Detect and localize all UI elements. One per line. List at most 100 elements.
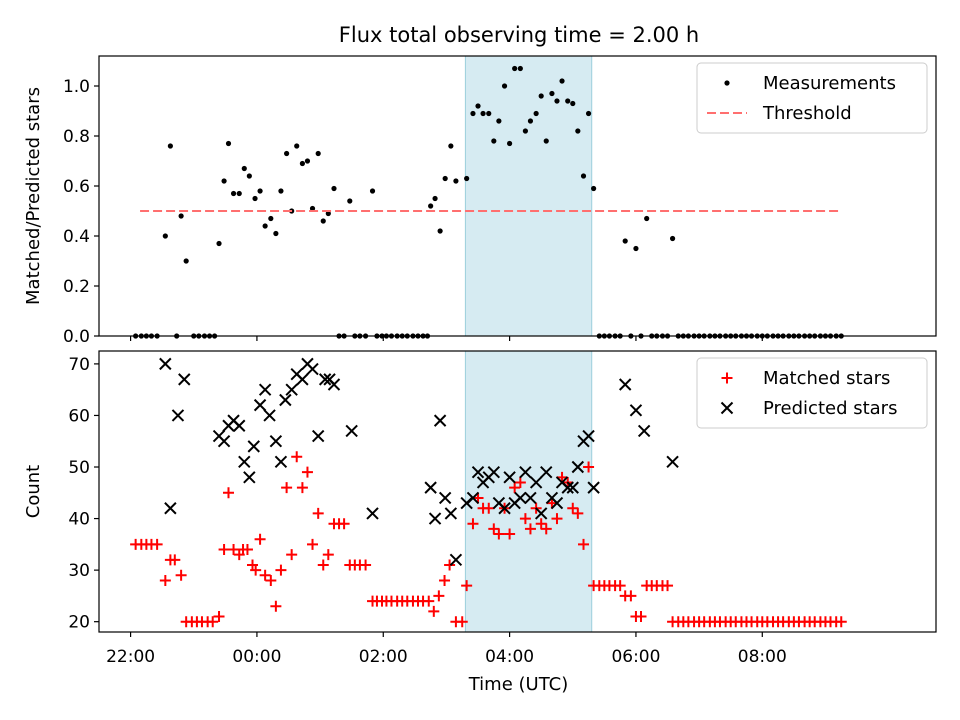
predicted-star-point [243, 471, 256, 484]
measurement-point [320, 218, 326, 224]
measurement-point [252, 195, 258, 202]
predicted-star-point [327, 378, 341, 391]
predicted-star-point [438, 491, 452, 505]
predicted-star-point [433, 414, 447, 427]
predicted-star-point [487, 465, 501, 479]
matched-star-point [254, 533, 266, 545]
matched-star-point [259, 569, 271, 581]
matched-star-point [433, 590, 445, 602]
matched-star-point [275, 564, 287, 576]
x-axis-label: Time (UTC) [468, 674, 569, 695]
y-tick-label: 0.6 [63, 177, 90, 197]
measurement-point [241, 165, 247, 172]
predicted-star-point [529, 476, 543, 489]
matched-star-point [159, 574, 171, 586]
measurement-point [331, 185, 337, 192]
matched-star-point [444, 559, 456, 571]
matched-star-point [488, 523, 500, 535]
measurement-point [183, 258, 189, 264]
y-tick-label: 0.4 [63, 227, 90, 247]
matched-star-point [467, 518, 479, 530]
predicted-star-point [449, 553, 463, 567]
y-tick-label: 0.0 [63, 327, 90, 347]
measurement-point [559, 78, 565, 84]
predicted-star-point [444, 507, 458, 520]
y-axis-ticks: 20 30 40 50 60 70 [68, 355, 99, 633]
predicted-star-point [540, 465, 553, 479]
matched-star-point [213, 611, 225, 623]
measurement-point [565, 98, 571, 104]
measurement-point [167, 143, 173, 149]
y-axis-label: Count [23, 465, 44, 518]
measurement-point [480, 110, 486, 117]
measurement-point [507, 140, 513, 147]
count-series [130, 357, 847, 628]
x-tick-label: 04:00 [485, 647, 534, 667]
measurement-point [549, 90, 555, 97]
matched-star-point [207, 616, 219, 628]
measurement-point [309, 205, 316, 212]
matched-star-point [228, 544, 240, 556]
matched-star-point [270, 600, 282, 612]
predicted-star-point [629, 404, 643, 417]
matched-star-point [312, 507, 324, 519]
matched-star-point [524, 523, 536, 535]
predicted-star-point [178, 373, 191, 386]
plot-frame [98, 55, 937, 337]
predicted-star-point [519, 465, 532, 479]
measurement-point [225, 140, 232, 147]
y-tick-label: 50 [68, 458, 90, 478]
x-tick-label: 08:00 [738, 647, 787, 667]
matched-star-point [483, 502, 495, 514]
measurement-point [464, 175, 470, 182]
measurement-point [501, 83, 508, 89]
measurement-point [470, 110, 476, 117]
predicted-star-point [618, 378, 632, 391]
measurement-point [591, 185, 597, 192]
matched-star-point [322, 549, 334, 561]
predicted-star-point [498, 502, 511, 515]
matched-star-point [338, 518, 350, 530]
y-tick-label: 40 [68, 510, 90, 530]
measurement-point [575, 128, 581, 134]
measurement-point [257, 188, 263, 194]
y-tick-label: 20 [68, 613, 90, 633]
predicted-star-point [238, 455, 251, 469]
measurement-point [491, 138, 497, 144]
matched-star-point [614, 580, 626, 592]
measurement-point [437, 228, 443, 234]
predicted-star-point [514, 491, 527, 505]
measurement-point [268, 215, 274, 222]
matched-star-point [493, 528, 505, 540]
ratio-panel: 0.0 0.2 0.4 0.6 0.8 1.0 Matched/Predicted sta… [23, 55, 937, 347]
y-tick-label: 1.0 [63, 77, 90, 97]
predicted-star-point [258, 383, 272, 396]
measurement-point [236, 190, 242, 197]
predicted-star-point [217, 435, 231, 448]
x-axis-ticks [129, 336, 763, 341]
measurement-point [644, 215, 650, 222]
measurement-point [554, 98, 560, 104]
measurement-point [216, 240, 222, 247]
predicted-star-point [274, 455, 288, 469]
matched-star-point [317, 559, 329, 571]
legend: Measurements Threshold [696, 62, 928, 134]
measurement-point [512, 65, 518, 72]
predicted-star-point [571, 460, 585, 474]
matched-star-point [439, 574, 451, 586]
measurement-point [622, 238, 628, 244]
matched-star-point [556, 471, 568, 483]
x-tick-label: 02:00 [359, 647, 408, 667]
predicted-star-point [503, 471, 516, 484]
legend-label: Matched stars [763, 368, 890, 389]
measurement-point [432, 195, 438, 202]
predicted-star-point [159, 357, 172, 371]
measurement-point [221, 178, 227, 184]
matched-star-point [250, 564, 262, 576]
predicted-star-point [566, 481, 579, 494]
measurement-point [533, 110, 539, 117]
matched-star-point [578, 538, 590, 550]
x-tick-label: 06:00 [611, 647, 660, 667]
measurement-point [543, 138, 549, 144]
